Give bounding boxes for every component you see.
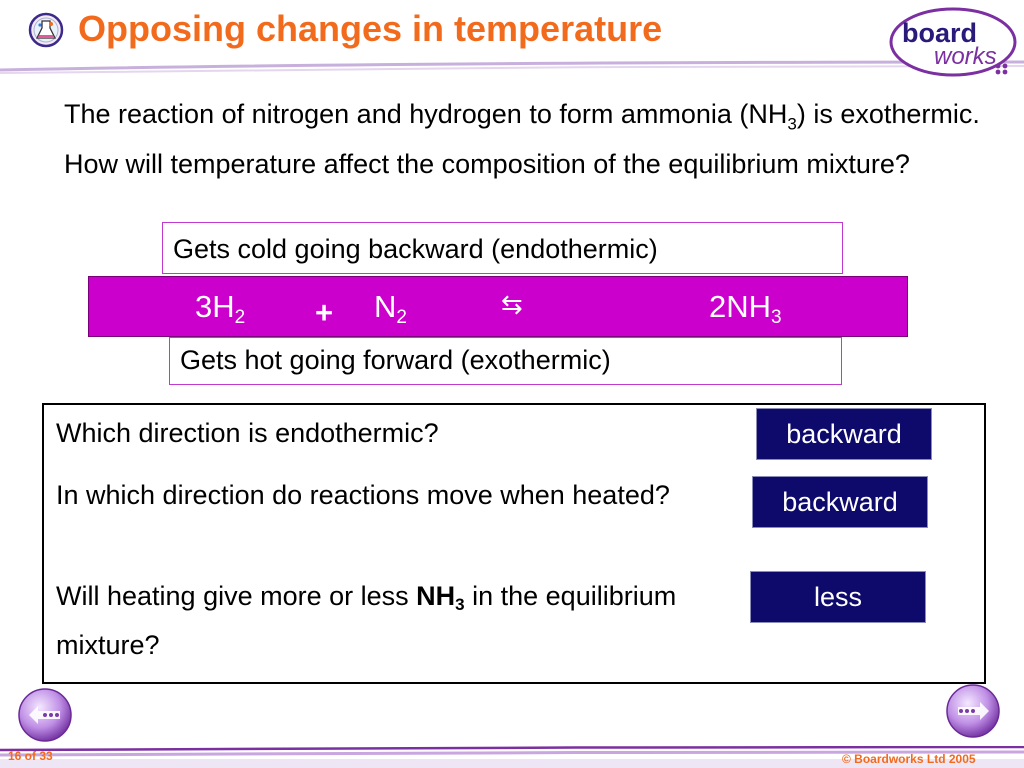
question-3: Will heating give more or less NH3 in th… <box>56 581 677 660</box>
copyright-notice: © Boardworks Ltd 2005 <box>842 752 976 766</box>
answer-2-button[interactable]: backward <box>752 476 928 528</box>
reaction-equation: 3H2 + N2 ⇆ 2NH3 <box>88 276 908 337</box>
intro-paragraph: The reaction of nitrogen and hydrogen to… <box>64 94 994 185</box>
question-1: Which direction is endothermic? <box>56 418 439 448</box>
plus-sign: + <box>315 295 334 330</box>
svg-text:board: board <box>902 18 977 48</box>
backward-caption: Gets cold going backward (endothermic) <box>162 222 843 274</box>
intro-text-2: ) is exothermic. How will temperature af… <box>64 99 980 180</box>
product-ammonia: 2NH3 <box>709 289 782 328</box>
question-panel: Which direction is endothermic? backward… <box>42 403 986 684</box>
boardworks-logo: board works <box>889 7 1017 77</box>
reactant-hydrogen: 3H2 <box>195 289 246 328</box>
answer-1-button[interactable]: backward <box>756 408 932 460</box>
question-2: In which direction do reactions move whe… <box>56 480 670 510</box>
intro-subscript: 3 <box>787 114 797 134</box>
svg-text:works: works <box>934 43 997 70</box>
intro-text-1: The reaction of nitrogen and hydrogen to… <box>64 99 788 129</box>
reactant-nitrogen: N2 <box>374 289 407 328</box>
forward-arrow-icon[interactable] <box>944 682 1002 740</box>
equilibrium-arrow-icon: ⇆ <box>501 289 523 319</box>
ammonia-formula: NH3 <box>416 581 465 614</box>
back-arrow-icon[interactable] <box>16 686 74 744</box>
chemistry-flask-icon <box>28 12 64 48</box>
answer-3-button[interactable]: less <box>750 571 926 623</box>
page-indicator: 16 of 33 <box>8 749 53 763</box>
forward-caption: Gets hot going forward (exothermic) <box>169 337 842 385</box>
slide-title: Opposing changes in temperature <box>78 8 663 49</box>
footer-bar <box>0 746 1024 768</box>
title-underline <box>0 60 1024 74</box>
